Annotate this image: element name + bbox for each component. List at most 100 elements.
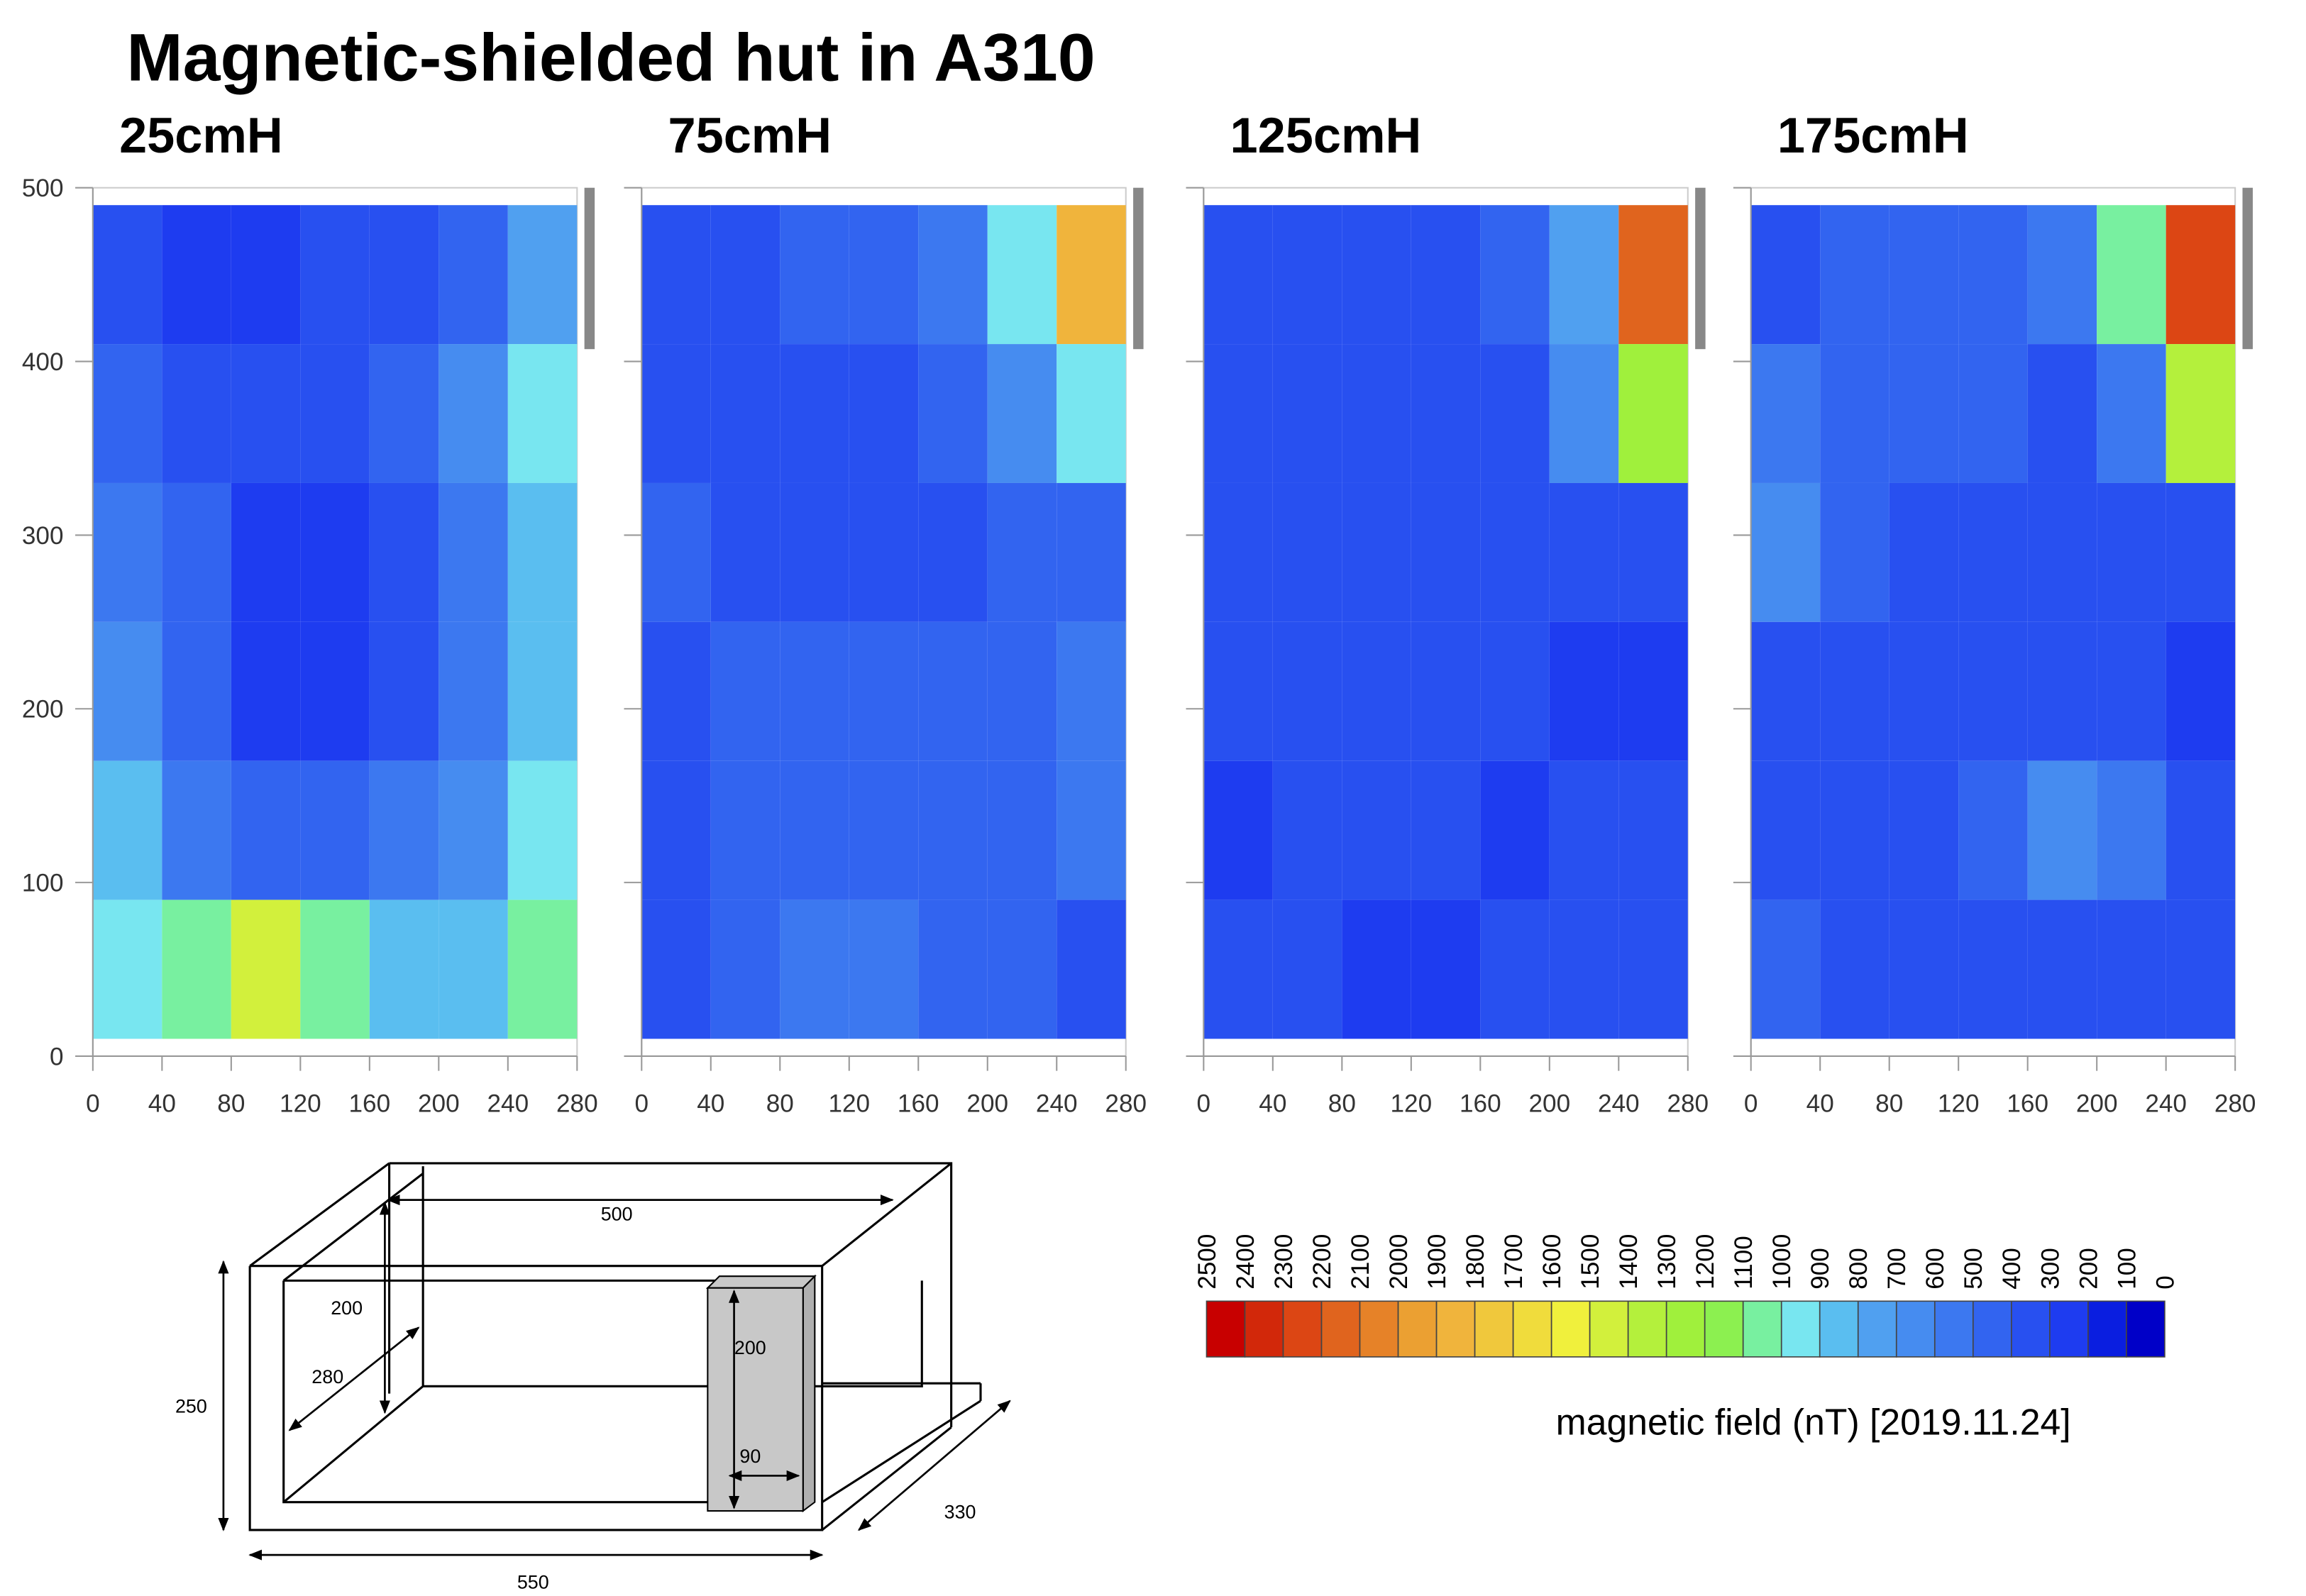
- field-cell: [1411, 760, 1481, 900]
- colorbar-label: 1400: [1615, 1234, 1643, 1290]
- panel-title: 125cmH: [1230, 107, 1422, 163]
- colorbar-label: 1500: [1577, 1234, 1604, 1290]
- field-cell: [849, 760, 919, 900]
- field-cell: [1549, 621, 1619, 761]
- x-tick-label: 200: [2076, 1090, 2118, 1118]
- colorbar-label: 200: [2075, 1248, 2102, 1290]
- field-cell: [92, 205, 162, 345]
- colorbar-label: 700: [1883, 1248, 1911, 1290]
- field-cell: [1618, 621, 1688, 761]
- field-cell: [1820, 621, 1890, 761]
- dimension-label: 550: [517, 1572, 549, 1593]
- colorbar-cell: [1857, 1300, 1897, 1358]
- field-cell: [987, 344, 1057, 483]
- field-cell: [1342, 760, 1411, 900]
- colorbar-cell: [2087, 1300, 2127, 1358]
- x-tick-label: 280: [1105, 1090, 1147, 1118]
- field-cell: [231, 899, 301, 1039]
- field-cell: [1272, 621, 1342, 761]
- field-cell: [507, 899, 578, 1039]
- field-cell: [918, 344, 988, 483]
- colorbar-label: 2300: [1270, 1234, 1298, 1290]
- colorbar-cell: [2126, 1300, 2166, 1358]
- field-cell: [1958, 482, 2028, 622]
- field-cell: [1203, 899, 1273, 1039]
- field-cell: [849, 344, 919, 483]
- field-cell: [710, 621, 780, 761]
- field-cell: [2027, 344, 2097, 483]
- field-cell: [1618, 760, 1688, 900]
- field-cell: [1342, 899, 1411, 1039]
- field-cell: [92, 621, 162, 761]
- field-cell: [2166, 621, 2236, 761]
- field-cell: [780, 344, 849, 483]
- field-cell: [369, 621, 439, 761]
- x-tick-label: 240: [1036, 1090, 1078, 1118]
- x-tick-label: 200: [966, 1090, 1008, 1118]
- field-cell: [1958, 344, 2028, 483]
- field-cell: [438, 205, 508, 345]
- field-cell: [918, 205, 988, 345]
- field-cell: [710, 899, 780, 1039]
- colorbar-cell: [1704, 1300, 1744, 1358]
- colorbar-label: 800: [1845, 1248, 1872, 1290]
- colorbar-cell: [2049, 1300, 2089, 1358]
- colorbar-cell: [2011, 1300, 2051, 1358]
- field-cell: [369, 482, 439, 622]
- field-cell: [300, 760, 370, 900]
- x-tick-label: 0: [86, 1090, 100, 1118]
- field-cell: [1342, 205, 1411, 345]
- field-cell: [918, 899, 988, 1039]
- field-cell: [1272, 344, 1342, 483]
- field-cell: [2027, 621, 2097, 761]
- x-tick-label: 120: [1391, 1090, 1433, 1118]
- colorbar-label: 0: [2151, 1275, 2179, 1290]
- field-cell: [1203, 621, 1273, 761]
- x-tick-label: 280: [556, 1090, 598, 1118]
- colorbar-cell: [1397, 1300, 1438, 1358]
- field-cell: [162, 621, 231, 761]
- colorbar-cell: [1282, 1300, 1323, 1358]
- colorbar-label: 2400: [1232, 1234, 1259, 1290]
- colorbar-cell: [1895, 1300, 1936, 1358]
- field-cell: [1618, 205, 1688, 345]
- x-tick-label: 40: [697, 1090, 724, 1118]
- dimension-label: 250: [175, 1395, 207, 1417]
- field-cell: [1820, 482, 1890, 622]
- field-cell: [1480, 621, 1550, 761]
- field-cell: [2027, 482, 2097, 622]
- dimension-label: 280: [311, 1366, 343, 1387]
- x-tick-label: 120: [280, 1090, 321, 1118]
- x-tick-label: 0: [635, 1090, 649, 1118]
- field-cell: [369, 344, 439, 483]
- field-cell: [1549, 344, 1619, 483]
- field-cell: [1820, 344, 1890, 483]
- field-cell: [1820, 760, 1890, 900]
- colorbar-label: 1000: [1768, 1234, 1796, 1290]
- field-cell: [231, 482, 301, 622]
- field-cell: [1820, 899, 1890, 1039]
- colorbar-label: 2500: [1193, 1234, 1221, 1290]
- colorbar-label: 300: [2036, 1248, 2064, 1290]
- field-cell: [987, 205, 1057, 345]
- field-cell: [1958, 205, 2028, 345]
- colorbar-cell: [1742, 1300, 1782, 1358]
- y-tick-label: 500: [22, 174, 64, 202]
- legend-stub: [1133, 187, 1144, 350]
- field-cell: [92, 482, 162, 622]
- field-cell: [987, 482, 1057, 622]
- colorbar-label: 400: [1998, 1248, 2026, 1290]
- field-cell: [1958, 760, 2028, 900]
- colorbar-cell: [1627, 1300, 1667, 1358]
- colorbar-cell: [1320, 1300, 1361, 1358]
- field-cell: [2097, 899, 2166, 1039]
- field-cell: [300, 205, 370, 345]
- title: Magnetic-shielded hut in A310: [126, 21, 1095, 96]
- field-cell: [1272, 760, 1342, 900]
- y-tick-label: 400: [22, 348, 64, 376]
- dimension-label: 90: [739, 1446, 761, 1467]
- field-cell: [92, 899, 162, 1039]
- x-tick-label: 160: [349, 1090, 391, 1118]
- x-tick-label: 160: [2007, 1090, 2048, 1118]
- field-cell: [641, 344, 711, 483]
